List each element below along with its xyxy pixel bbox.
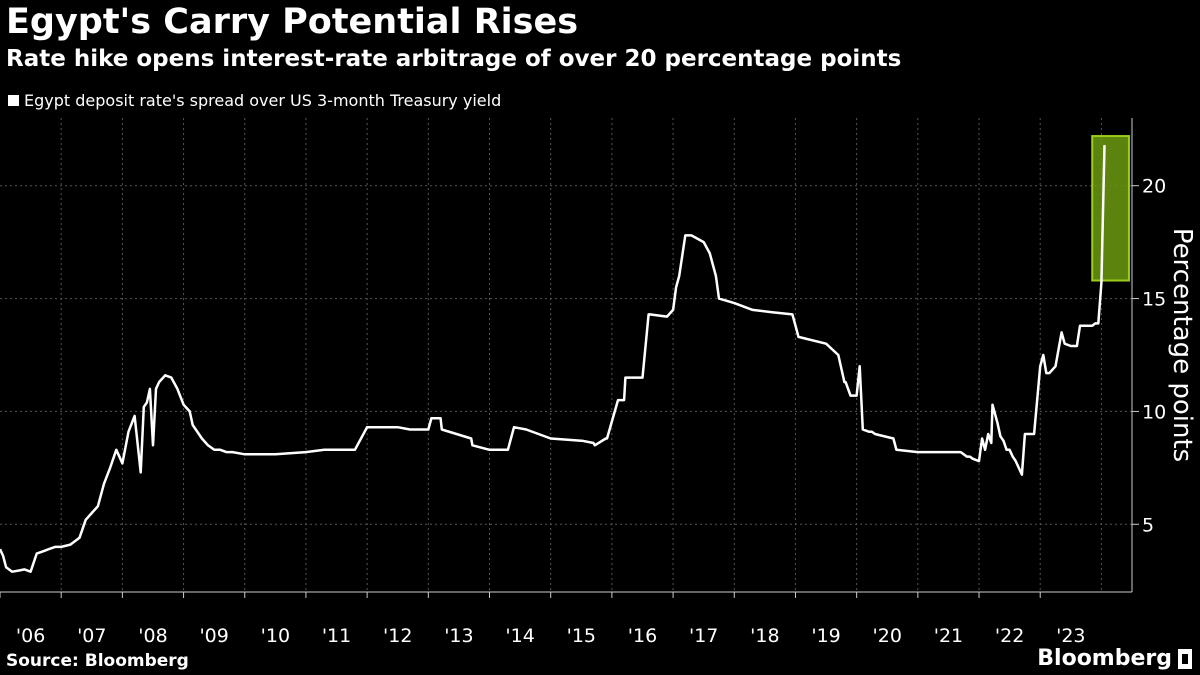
x-tick-label: '08 [138,625,167,647]
y-tick-label: 10 [1142,401,1166,423]
series-line [0,145,1106,573]
highlight-layer [1091,135,1130,282]
x-tick-label: '22 [995,625,1024,647]
x-tick-label: '23 [1056,625,1085,647]
chart-title: Egypt's Carry Potential Rises [6,2,579,42]
x-tick-label: '12 [383,625,412,647]
brand-name: Bloomberg [1037,646,1172,671]
y-axis-label: Percentage points [1167,228,1197,462]
y-tick-label: 20 [1142,176,1166,198]
y-tick-label: 15 [1142,289,1166,311]
brand-logo: Bloomberg [1037,646,1192,671]
grid-lines [0,118,1132,592]
x-tick-label: '16 [628,625,657,647]
x-tick-label: '06 [16,625,45,647]
x-tick-label: '09 [199,625,228,647]
series-layer [0,145,1106,573]
x-tick-label: '18 [750,625,779,647]
x-tick-label: '21 [934,625,963,647]
source-note: Source: Bloomberg [6,651,189,671]
x-tick-label: '11 [322,625,351,647]
bloomberg-icon [1178,648,1192,669]
y-tick-label: 5 [1142,514,1154,536]
chart-subtitle: Rate hike opens interest-rate arbitrage … [6,46,902,72]
x-tick-label: '13 [444,625,473,647]
legend-swatch [8,95,19,106]
x-tick-label: '15 [567,625,596,647]
x-tick-label: '19 [811,625,840,647]
x-tick-label: '07 [77,625,106,647]
legend-label: Egypt deposit rate's spread over US 3-mo… [24,91,502,110]
axes: 5 10 15 20 '06 '07 '08 '09 '10 '11 '12 '13 '14 '15 '16… [0,118,1197,647]
legend: Egypt deposit rate's spread over US 3-mo… [8,91,501,110]
x-tick-label: '20 [873,625,902,647]
x-tick-label: '10 [261,625,290,647]
x-tick-label: '14 [505,625,534,647]
highlight-box [1091,135,1130,282]
x-tick-label: '17 [689,625,718,647]
